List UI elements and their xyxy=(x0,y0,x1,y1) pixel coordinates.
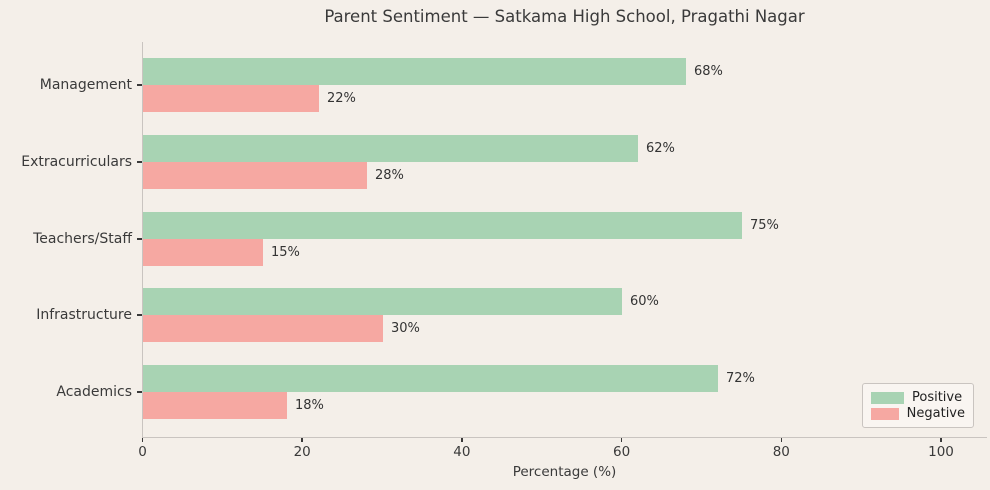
bar-negative xyxy=(143,315,383,342)
bar-value-label: 60% xyxy=(630,294,659,309)
x-tick xyxy=(461,438,463,442)
legend: Positive Negative xyxy=(862,383,974,428)
bar-value-label: 75% xyxy=(750,218,779,233)
legend-swatch-negative xyxy=(871,408,899,420)
legend-label-positive: Positive xyxy=(912,390,963,405)
x-tick xyxy=(301,438,303,442)
bar-positive xyxy=(143,135,638,162)
y-axis-spine xyxy=(142,42,143,438)
bar-positive xyxy=(143,212,742,239)
x-tick-label: 60 xyxy=(613,444,631,460)
bar-positive xyxy=(143,288,622,315)
bar-positive xyxy=(143,365,718,392)
bar-value-label: 72% xyxy=(726,371,755,386)
bar-value-label: 30% xyxy=(391,321,420,336)
bar-negative xyxy=(143,239,263,266)
category-label: Teachers/Staff xyxy=(33,231,132,247)
y-tick xyxy=(137,314,142,316)
x-tick xyxy=(141,438,144,442)
x-axis-spine xyxy=(142,437,987,438)
x-tick xyxy=(780,438,783,442)
legend-label-negative: Negative xyxy=(906,406,965,421)
x-tick-label: 20 xyxy=(293,444,311,460)
bar-value-label: 28% xyxy=(375,168,404,183)
legend-entry-positive: Positive xyxy=(871,391,965,405)
legend-swatch-positive xyxy=(871,392,904,404)
category-label: Management xyxy=(39,77,132,93)
category-label: Academics xyxy=(56,384,132,400)
y-tick xyxy=(137,238,142,240)
bar-value-label: 18% xyxy=(295,398,324,413)
x-tick-label: 0 xyxy=(138,444,147,460)
bar-positive xyxy=(143,58,686,85)
bar-negative xyxy=(143,162,367,189)
x-tick-label: 80 xyxy=(772,444,790,460)
bar-value-label: 22% xyxy=(327,91,356,106)
chart-title: Parent Sentiment — Satkama High School, … xyxy=(324,7,805,26)
y-tick xyxy=(137,161,142,163)
x-tick-label: 40 xyxy=(453,444,471,460)
y-tick xyxy=(137,84,142,86)
y-tick xyxy=(137,391,142,393)
category-label: Extracurriculars xyxy=(21,154,132,170)
x-tick xyxy=(940,438,942,442)
x-axis-label: Percentage (%) xyxy=(512,464,617,480)
bar-value-label: 62% xyxy=(646,141,675,156)
legend-entry-negative: Negative xyxy=(871,407,965,421)
bar-value-label: 68% xyxy=(694,64,723,79)
bar-negative xyxy=(143,85,319,112)
x-tick-label: 100 xyxy=(928,444,954,460)
x-tick xyxy=(620,438,623,442)
category-label: Infrastructure xyxy=(36,307,132,323)
bar-value-label: 15% xyxy=(271,245,300,260)
bar-negative xyxy=(143,392,287,419)
